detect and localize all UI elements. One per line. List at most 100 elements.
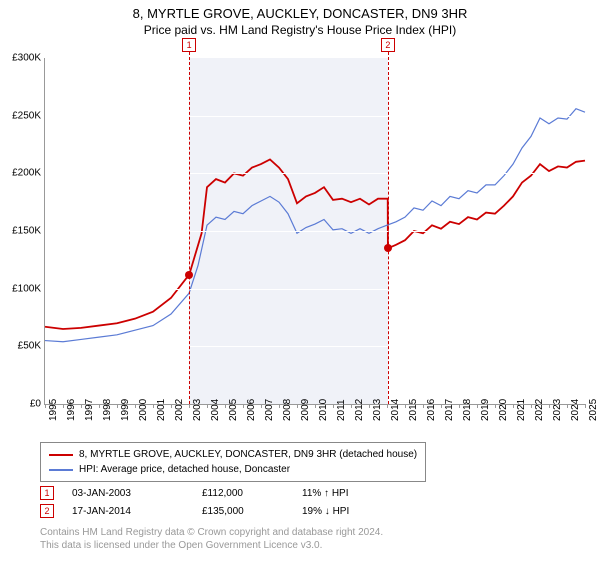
x-tick — [387, 404, 388, 408]
x-axis-label: 1996 — [66, 399, 77, 421]
x-tick — [459, 404, 460, 408]
x-axis-label: 2023 — [552, 399, 563, 421]
x-axis-label: 2002 — [174, 399, 185, 421]
y-axis-label: £0 — [1, 399, 41, 410]
legend-item: HPI: Average price, detached house, Donc… — [49, 462, 417, 477]
x-tick — [585, 404, 586, 408]
gridline — [45, 231, 585, 232]
x-axis-label: 2024 — [570, 399, 581, 421]
x-axis-label: 2008 — [282, 399, 293, 421]
x-axis-label: 2020 — [498, 399, 509, 421]
x-axis-label: 2001 — [156, 399, 167, 421]
x-axis-label: 2003 — [192, 399, 203, 421]
chart-container: 8, MYRTLE GROVE, AUCKLEY, DONCASTER, DN9… — [0, 6, 600, 566]
x-tick — [243, 404, 244, 408]
series-line — [45, 159, 585, 329]
x-axis-label: 2004 — [210, 399, 221, 421]
gridline — [45, 346, 585, 347]
x-tick — [369, 404, 370, 408]
x-axis-label: 2010 — [318, 399, 329, 421]
x-tick — [567, 404, 568, 408]
transaction-price: £135,000 — [202, 506, 302, 517]
y-axis-label: £100K — [1, 283, 41, 294]
x-tick — [135, 404, 136, 408]
x-axis-label: 2025 — [588, 399, 599, 421]
chart-subtitle: Price paid vs. HM Land Registry's House … — [0, 23, 600, 37]
transaction-date: 03-JAN-2003 — [72, 488, 202, 499]
x-tick — [81, 404, 82, 408]
legend: 8, MYRTLE GROVE, AUCKLEY, DONCASTER, DN9… — [40, 442, 426, 482]
legend-swatch — [49, 454, 73, 456]
table-row: 1 03-JAN-2003 £112,000 11% ↑ HPI — [40, 484, 432, 502]
x-tick — [261, 404, 262, 408]
x-tick — [315, 404, 316, 408]
transactions-table: 1 03-JAN-2003 £112,000 11% ↑ HPI 2 17-JA… — [40, 484, 432, 520]
transaction-marker-box: 2 — [40, 504, 54, 518]
x-tick — [495, 404, 496, 408]
x-axis-label: 1999 — [120, 399, 131, 421]
x-tick — [279, 404, 280, 408]
x-tick — [477, 404, 478, 408]
x-tick — [531, 404, 532, 408]
y-axis-label: £50K — [1, 341, 41, 352]
x-tick — [225, 404, 226, 408]
footer-line: Contains HM Land Registry data © Crown c… — [40, 526, 383, 539]
x-tick — [333, 404, 334, 408]
x-axis-label: 2012 — [354, 399, 365, 421]
y-axis-label: £200K — [1, 168, 41, 179]
x-tick — [63, 404, 64, 408]
transaction-dot — [185, 271, 193, 279]
x-axis-label: 2018 — [462, 399, 473, 421]
footer-line: This data is licensed under the Open Gov… — [40, 539, 383, 552]
legend-label: HPI: Average price, detached house, Donc… — [79, 462, 290, 477]
transaction-date: 17-JAN-2014 — [72, 506, 202, 517]
table-row: 2 17-JAN-2014 £135,000 19% ↓ HPI — [40, 502, 432, 520]
legend-item: 8, MYRTLE GROVE, AUCKLEY, DONCASTER, DN9… — [49, 447, 417, 462]
x-tick — [171, 404, 172, 408]
footer-attribution: Contains HM Land Registry data © Crown c… — [40, 526, 383, 552]
x-axis-label: 2006 — [246, 399, 257, 421]
x-axis-label: 2009 — [300, 399, 311, 421]
x-tick — [189, 404, 190, 408]
x-tick — [153, 404, 154, 408]
x-axis-label: 2013 — [372, 399, 383, 421]
x-axis-label: 1998 — [102, 399, 113, 421]
x-tick — [207, 404, 208, 408]
x-tick — [117, 404, 118, 408]
x-tick — [441, 404, 442, 408]
x-tick — [351, 404, 352, 408]
x-axis-label: 1995 — [48, 399, 59, 421]
x-axis-label: 2000 — [138, 399, 149, 421]
y-axis-label: £250K — [1, 110, 41, 121]
x-axis-label: 2014 — [390, 399, 401, 421]
x-tick — [513, 404, 514, 408]
series-line — [45, 109, 585, 342]
x-axis-label: 2005 — [228, 399, 239, 421]
x-tick — [99, 404, 100, 408]
x-tick — [405, 404, 406, 408]
transaction-dot — [384, 244, 392, 252]
x-axis-label: 2016 — [426, 399, 437, 421]
x-axis-label: 2017 — [444, 399, 455, 421]
legend-swatch — [49, 469, 73, 471]
x-axis-label: 2007 — [264, 399, 275, 421]
x-axis-label: 2022 — [534, 399, 545, 421]
x-axis-label: 2015 — [408, 399, 419, 421]
transaction-marker-box: 1 — [182, 38, 196, 52]
transaction-vline — [388, 52, 389, 404]
y-axis-label: £300K — [1, 53, 41, 64]
transaction-marker-box: 1 — [40, 486, 54, 500]
x-tick — [45, 404, 46, 408]
transaction-marker-box: 2 — [381, 38, 395, 52]
gridline — [45, 116, 585, 117]
transaction-price: £112,000 — [202, 488, 302, 499]
x-tick — [297, 404, 298, 408]
transaction-delta: 19% ↓ HPI — [302, 506, 432, 517]
transaction-vline — [189, 52, 190, 404]
legend-label: 8, MYRTLE GROVE, AUCKLEY, DONCASTER, DN9… — [79, 447, 417, 462]
gridline — [45, 173, 585, 174]
transaction-delta: 11% ↑ HPI — [302, 488, 432, 499]
chart-title: 8, MYRTLE GROVE, AUCKLEY, DONCASTER, DN9… — [0, 6, 600, 21]
x-axis-label: 1997 — [84, 399, 95, 421]
y-axis-label: £150K — [1, 226, 41, 237]
